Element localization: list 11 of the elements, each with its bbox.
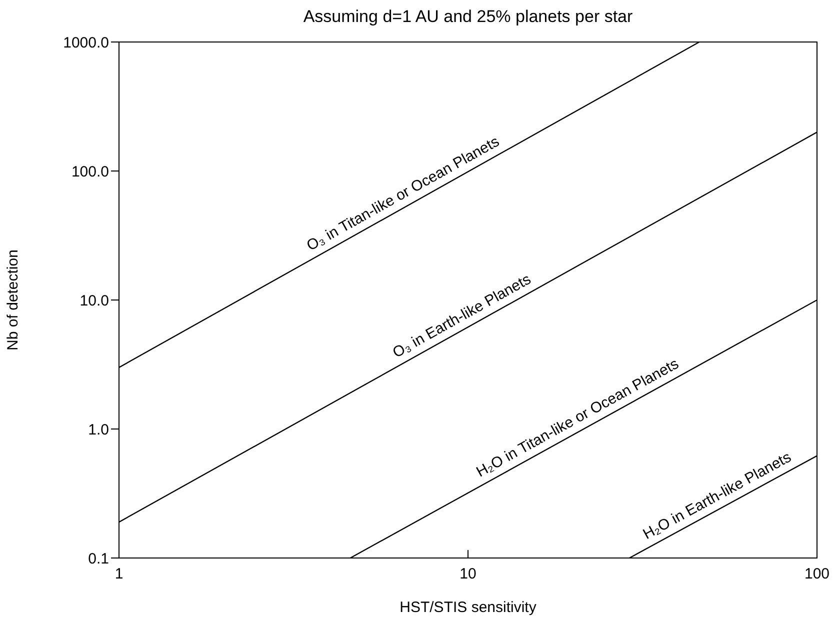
y-axis-title: Nb of detection [4,250,22,350]
y-tick-label: 1.0 [88,421,109,438]
x-axis-title: HST/STIS sensitivity [400,599,537,616]
x-tick-label: 100 [804,566,830,583]
chart-title: Assuming d=1 AU and 25% planets per star [303,7,633,26]
y-tick-label: 10.0 [80,292,109,310]
y-tick-label: 100.0 [71,163,109,180]
y-tick-label: 0.1 [88,550,109,568]
x-tick-label: 1 [114,566,124,583]
x-tick-label: 10 [460,566,476,583]
y-tick-label: 1000.0 [63,34,109,52]
